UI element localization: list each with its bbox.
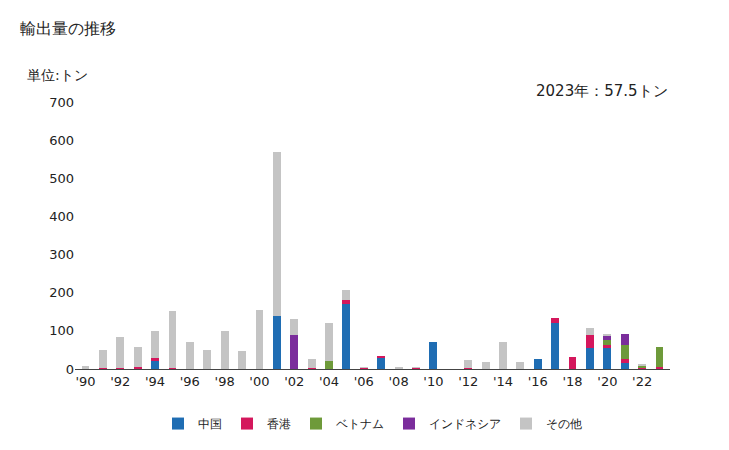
svg-text:'96: '96	[180, 374, 200, 389]
svg-text:'22: '22	[632, 374, 652, 389]
svg-text:'98: '98	[215, 374, 235, 389]
svg-text:単位:トン: 単位:トン	[27, 67, 88, 83]
svg-text:'00: '00	[249, 374, 269, 389]
svg-text:'06: '06	[354, 374, 374, 389]
svg-text:100: 100	[49, 323, 74, 338]
svg-text:'12: '12	[458, 374, 478, 389]
svg-text:'94: '94	[145, 374, 165, 389]
svg-text:2023年：57.5トン: 2023年：57.5トン	[536, 82, 668, 100]
svg-text:'08: '08	[389, 374, 409, 389]
svg-text:500: 500	[49, 171, 74, 186]
svg-text:香港: 香港	[267, 417, 291, 431]
svg-text:'90: '90	[75, 374, 95, 389]
svg-text:'20: '20	[597, 374, 617, 389]
svg-text:700: 700	[49, 95, 74, 110]
svg-text:中国: 中国	[198, 417, 222, 431]
svg-text:'92: '92	[110, 374, 130, 389]
svg-text:0: 0	[66, 362, 74, 377]
svg-text:'18: '18	[563, 374, 583, 389]
svg-text:'10: '10	[423, 374, 443, 389]
svg-text:200: 200	[49, 285, 74, 300]
svg-text:400: 400	[49, 209, 74, 224]
svg-text:ベトナム: ベトナム	[336, 417, 384, 431]
svg-text:'16: '16	[528, 374, 548, 389]
svg-text:'04: '04	[319, 374, 339, 389]
svg-text:600: 600	[49, 133, 74, 148]
svg-text:輸出量の推移: 輸出量の推移	[20, 19, 116, 38]
svg-text:インドネシア: インドネシア	[429, 417, 501, 431]
svg-text:'14: '14	[493, 374, 513, 389]
svg-text:その他: その他	[546, 417, 582, 431]
svg-text:'02: '02	[284, 374, 304, 389]
svg-text:300: 300	[49, 247, 74, 262]
